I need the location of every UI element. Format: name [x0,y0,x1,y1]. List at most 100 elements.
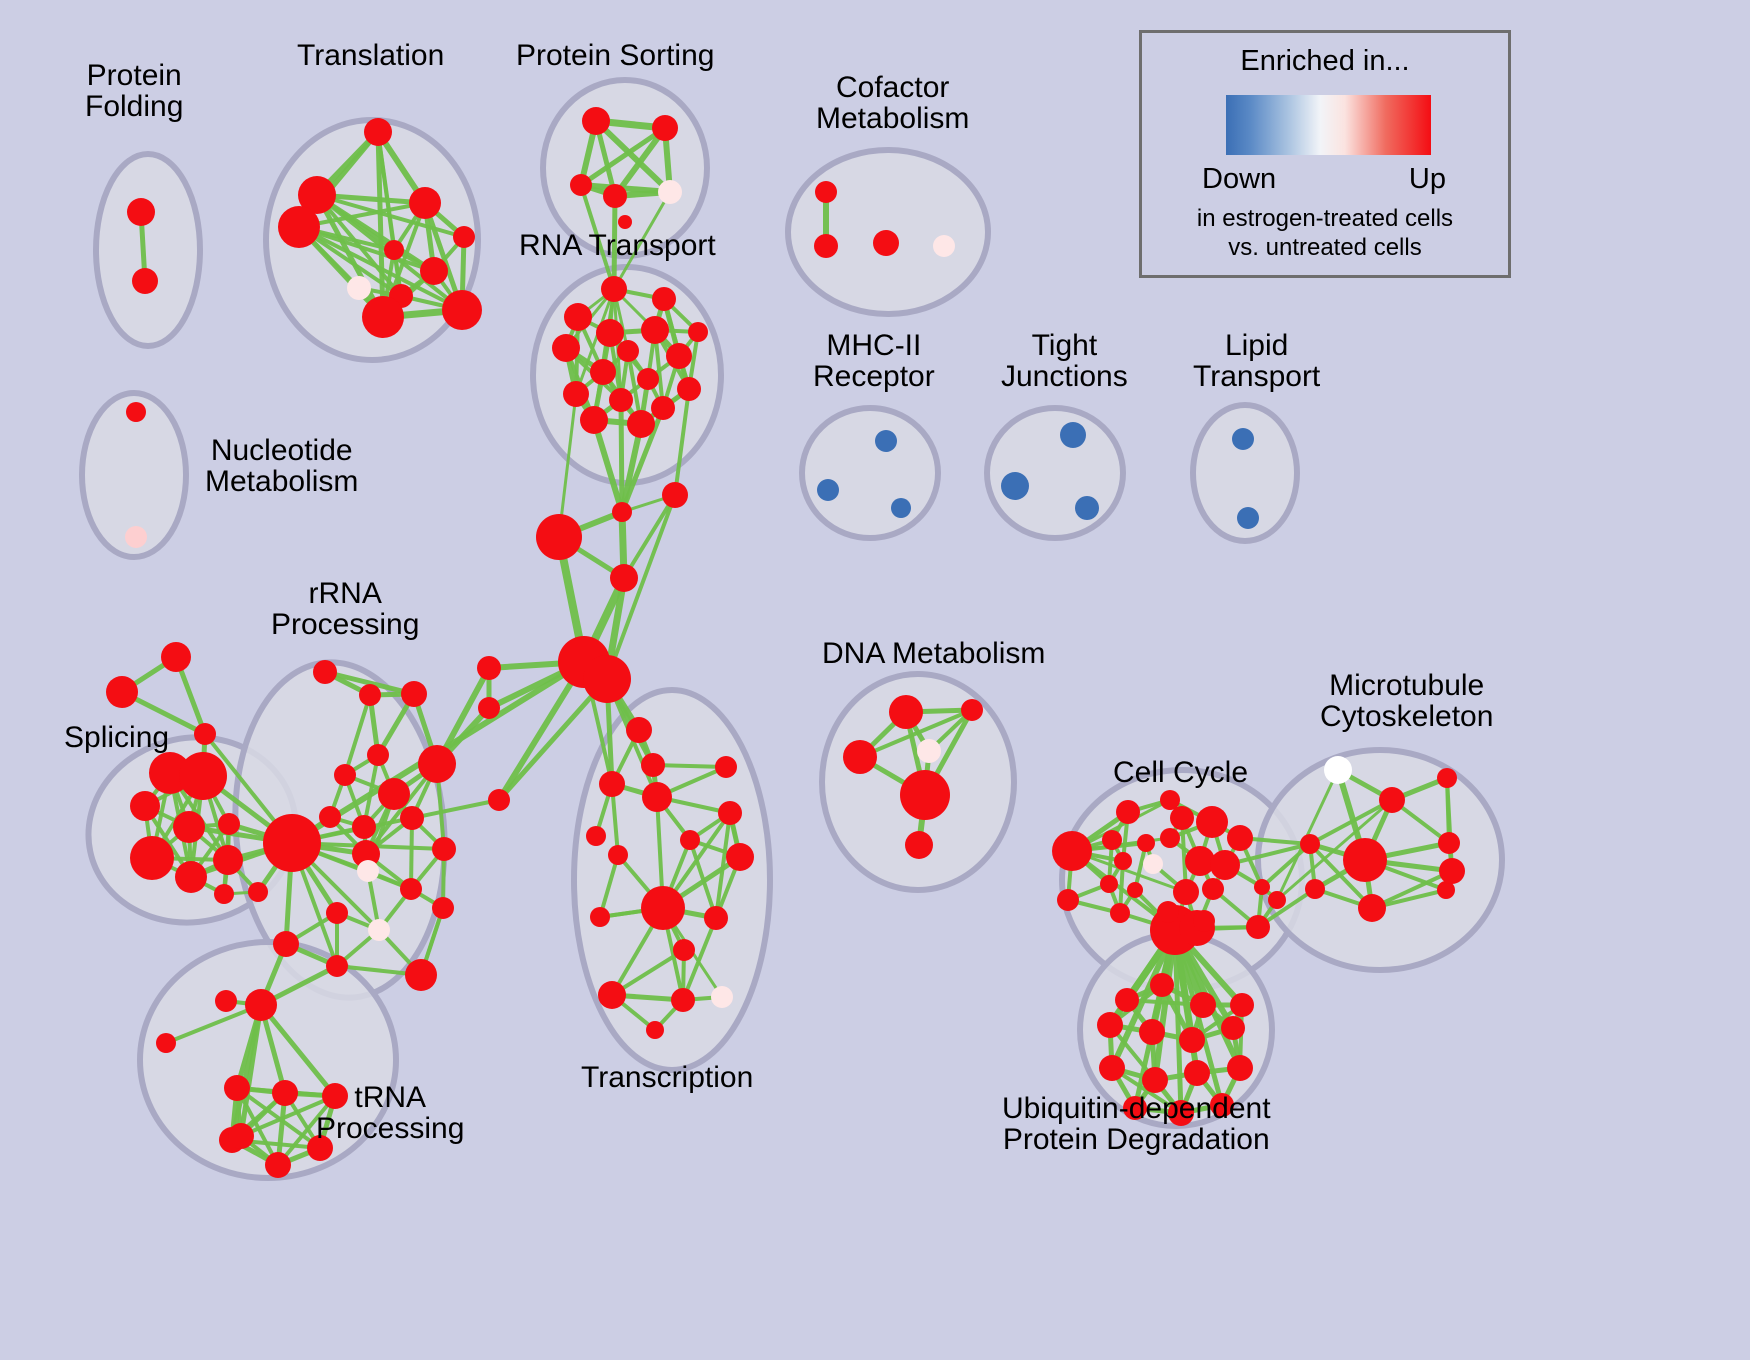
network-node[interactable] [817,479,839,501]
network-node[interactable] [194,723,216,745]
network-node[interactable] [1139,1019,1165,1045]
network-node[interactable] [334,764,356,786]
network-node[interactable] [905,831,933,859]
network-node[interactable] [1116,800,1140,824]
network-node[interactable] [1075,496,1099,520]
network-node[interactable] [224,1075,250,1101]
network-node[interactable] [1127,882,1143,898]
network-node[interactable] [610,564,638,592]
network-node[interactable] [617,340,639,362]
network-node[interactable] [618,215,632,229]
network-node[interactable] [368,919,390,941]
network-node[interactable] [1343,838,1387,882]
network-node[interactable] [228,1123,254,1149]
network-node[interactable] [248,882,268,902]
network-node[interactable] [130,791,160,821]
network-node[interactable] [405,959,437,991]
network-node[interactable] [603,184,627,208]
network-node[interactable] [488,789,510,811]
network-node[interactable] [680,830,700,850]
network-node[interactable] [1437,768,1457,788]
network-node[interactable] [126,402,146,422]
network-node[interactable] [1210,850,1240,880]
network-node[interactable] [1210,1093,1234,1117]
network-node[interactable] [1173,879,1199,905]
network-node[interactable] [156,1033,176,1053]
network-node[interactable] [161,642,191,672]
network-node[interactable] [1123,1096,1147,1120]
network-node[interactable] [626,717,652,743]
network-node[interactable] [1254,879,1270,895]
network-node[interactable] [400,806,424,830]
network-node[interactable] [1137,834,1155,852]
network-node[interactable] [1057,889,1079,911]
network-node[interactable] [1157,901,1179,923]
network-node[interactable] [313,660,337,684]
network-node[interactable] [641,886,685,930]
network-node[interactable] [1114,852,1132,870]
network-node[interactable] [1110,903,1130,923]
network-node[interactable] [889,695,923,729]
network-node[interactable] [432,837,456,861]
network-node[interactable] [651,396,675,420]
network-node[interactable] [367,744,389,766]
network-node[interactable] [245,989,277,1021]
network-node[interactable] [1227,1055,1253,1081]
network-node[interactable] [642,782,672,812]
network-node[interactable] [1324,756,1352,784]
network-node[interactable] [583,655,631,703]
network-node[interactable] [1268,891,1286,909]
network-node[interactable] [1202,878,1224,900]
network-node[interactable] [213,845,243,875]
network-node[interactable] [563,381,589,407]
network-node[interactable] [478,697,500,719]
network-node[interactable] [814,234,838,258]
network-node[interactable] [1143,854,1163,874]
network-node[interactable] [1230,993,1254,1017]
network-node[interactable] [322,1083,348,1109]
network-node[interactable] [582,107,610,135]
network-node[interactable] [1221,1016,1245,1040]
network-node[interactable] [1115,988,1139,1012]
network-node[interactable] [590,359,616,385]
network-node[interactable] [843,740,877,774]
network-node[interactable] [453,226,475,248]
network-node[interactable] [1196,806,1228,838]
network-node[interactable] [127,198,155,226]
network-node[interactable] [688,322,708,342]
network-node[interactable] [442,290,482,330]
network-node[interactable] [1437,881,1455,899]
network-node[interactable] [873,230,899,256]
network-node[interactable] [1142,1067,1168,1093]
network-node[interactable] [215,990,237,1012]
network-node[interactable] [1246,915,1270,939]
network-node[interactable] [961,699,983,721]
network-node[interactable] [364,118,392,146]
network-node[interactable] [432,897,454,919]
network-node[interactable] [298,176,336,214]
network-node[interactable] [564,303,592,331]
network-node[interactable] [347,276,371,300]
network-node[interactable] [875,430,897,452]
network-node[interactable] [175,861,207,893]
network-node[interactable] [1190,992,1216,1018]
network-node[interactable] [1170,806,1194,830]
network-node[interactable] [637,368,659,390]
network-node[interactable] [125,526,147,548]
network-node[interactable] [362,296,404,338]
network-node[interactable] [130,836,174,880]
network-node[interactable] [173,811,205,843]
network-node[interactable] [400,878,422,900]
network-node[interactable] [1100,875,1118,893]
network-node[interactable] [1160,828,1180,848]
network-node[interactable] [711,986,733,1008]
network-node[interactable] [326,955,348,977]
network-node[interactable] [273,931,299,957]
network-node[interactable] [662,482,688,508]
network-node[interactable] [132,268,158,294]
network-node[interactable] [359,684,381,706]
network-node[interactable] [409,187,441,219]
network-node[interactable] [418,745,456,783]
network-node[interactable] [718,801,742,825]
network-node[interactable] [307,1135,333,1161]
